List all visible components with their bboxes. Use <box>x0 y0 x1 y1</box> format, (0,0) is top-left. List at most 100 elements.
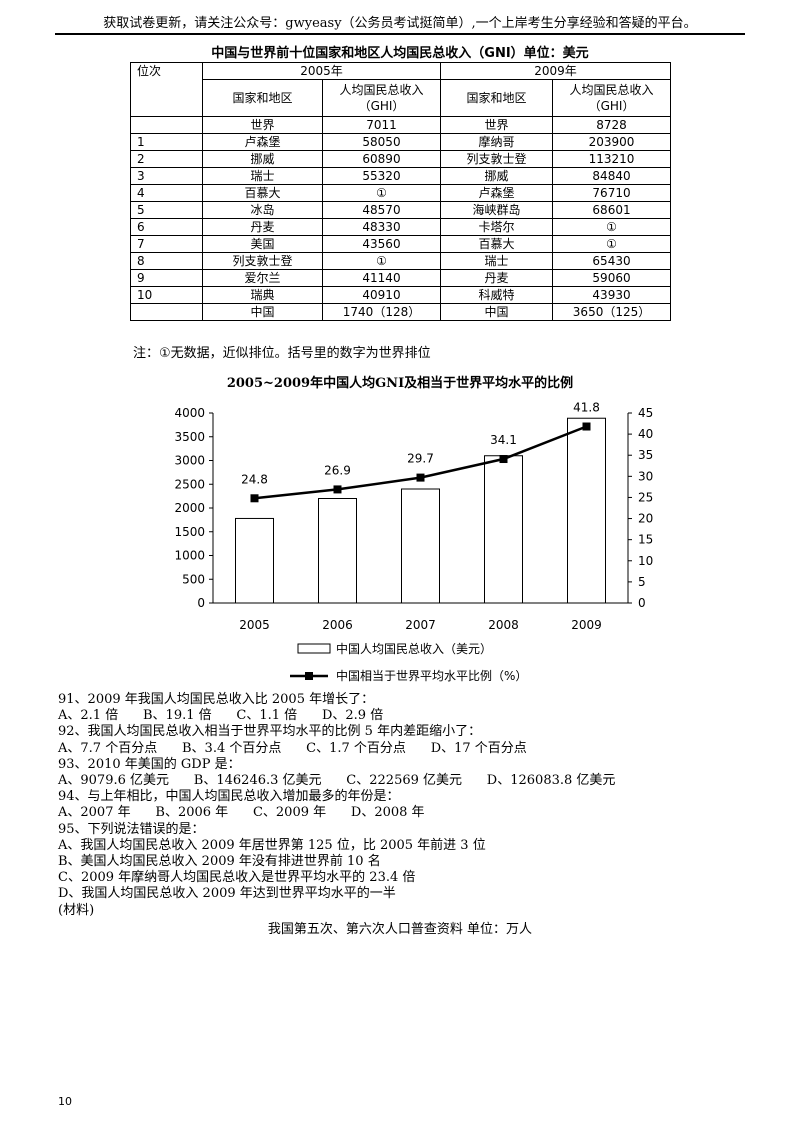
table-note: 注：①无数据，近似排位。括号里的数字为世界排位 <box>133 346 431 361</box>
rank-cell: 3 <box>130 167 203 185</box>
gni-2009-cell: 76710 <box>552 184 672 202</box>
data-label: 29.7 <box>407 452 434 466</box>
country-2009-cell: 瑞士 <box>440 252 554 270</box>
country-2009-cell: 卡塔尔 <box>440 218 554 236</box>
gni-2005-cell: 7011 <box>321 116 442 134</box>
gni-2009-cell: 65430 <box>552 252 672 270</box>
rank-cell: 1 <box>130 133 203 151</box>
y-left-tick-label: 3000 <box>174 454 205 468</box>
ratio-point <box>582 422 591 431</box>
gni-2009-cell: ① <box>552 218 672 236</box>
question-line: A、2007 年 B、2006 年 C、2009 年 D、2008 年 <box>58 805 425 821</box>
country-2005-cell: 挪威 <box>202 150 323 168</box>
table-row: 8 列支敦士登 ① 瑞士 65430 <box>130 252 672 270</box>
gni-2005-cell: ① <box>321 184 442 202</box>
gni-2005-cell: ① <box>321 252 442 270</box>
y-right-tick-label: 20 <box>638 512 653 526</box>
y-right-tick-label: 5 <box>638 575 646 589</box>
gni-chart: 0 500 1000 1500 2000 2500 3000 3500 4000 0 5 10 15 20… <box>174 401 653 683</box>
gni-header-2005: 人均国民总收入 （GHI） <box>321 79 442 117</box>
table-row: 5 冰岛 48570 海峡群岛 68601 <box>130 201 672 219</box>
gni-2009-cell: 43930 <box>552 286 672 304</box>
data-label: 34.1 <box>490 433 517 447</box>
ratio-point <box>499 455 508 464</box>
country-2005-cell: 冰岛 <box>202 201 323 219</box>
y-left-tick-label: 4000 <box>174 406 205 420</box>
gni-2005-cell: 41140 <box>321 269 442 287</box>
question-line: 95、下列说法错误的是： <box>58 821 205 837</box>
table-row: 10 瑞典 40910 科威特 43930 <box>130 286 672 304</box>
country-2009-cell: 挪威 <box>440 167 554 185</box>
gni-2009-cell: 68601 <box>552 201 672 219</box>
table-row: 6 丹麦 48330 卡塔尔 ① <box>130 218 672 236</box>
gni-2005-cell: 55320 <box>321 167 442 185</box>
question-list: 91、2009 年我国人均国民总收入比 2005 年增长了： A、2.1 倍 B、… <box>58 692 758 919</box>
country-2009-cell: 摩纳哥 <box>440 133 554 151</box>
x-tick-label: 2009 <box>571 618 602 632</box>
rank-cell <box>130 116 203 134</box>
bar <box>567 417 606 604</box>
x-tick-label: 2007 <box>405 618 436 632</box>
table-row: 4 百慕大 ① 卢森堡 76710 <box>130 184 672 202</box>
y-right-tick-label: 40 <box>638 427 653 441</box>
question-line: 94、与上年相比，中国人均国民总收入增加最多的年份是： <box>58 789 400 805</box>
country-2009-cell: 丹麦 <box>440 269 554 287</box>
data-label: 24.8 <box>241 472 268 486</box>
x-tick-label: 2005 <box>239 618 270 632</box>
country-2009-cell: 卢森堡 <box>440 184 554 202</box>
y-left-tick-label: 1500 <box>174 525 205 539</box>
country-2009-cell: 世界 <box>440 116 554 134</box>
bar <box>318 498 357 604</box>
page-header: 获取试卷更新，请关注公众号：gwyeasy（公务员考试挺简单）,一个上岸考生分享… <box>103 16 697 31</box>
y-right-tick-label: 0 <box>638 596 646 610</box>
rank-cell: 10 <box>130 286 203 304</box>
gni-header-line1: 人均国民总收入 <box>569 83 654 97</box>
y-left-tick-label: 3500 <box>174 430 205 444</box>
rank-cell: 2 <box>130 150 203 168</box>
y-right-tick-label: 45 <box>638 406 653 420</box>
rank-cell: 9 <box>130 269 203 287</box>
rank-cell <box>130 303 203 321</box>
gni-2009-cell: 84840 <box>552 167 672 185</box>
legend-bar-swatch <box>297 643 331 654</box>
gni-2009-cell: 59060 <box>552 269 672 287</box>
bar <box>235 517 274 604</box>
country-2005-cell: 中国 <box>202 303 323 321</box>
country-2005-cell: 爱尔兰 <box>202 269 323 287</box>
country-2005-cell: 美国 <box>202 235 323 253</box>
question-line: 91、2009 年我国人均国民总收入比 2005 年增长了： <box>58 692 375 707</box>
table-row: 2 挪威 60890 列支敦士登 113210 <box>130 150 672 168</box>
table-row: 1 卢森堡 58050 摩纳哥 203900 <box>130 133 672 151</box>
country-2005-cell: 世界 <box>202 116 323 134</box>
ratio-point <box>333 485 342 494</box>
question-line: A、7.7 个百分点 B、3.4 个百分点 C、1.7 个百分点 D、17 个百… <box>58 740 527 756</box>
gni-2009-cell: ① <box>552 235 672 253</box>
question-line: C、2009 年摩纳哥人均国民总收入是世界平均水平的 23.4 倍 <box>58 870 416 886</box>
rank-cell: 6 <box>130 218 203 236</box>
table-title: 中国与世界前十位国家和地区人均国民总收入（GNI）单位：美元 <box>211 46 589 61</box>
rank-header: 位次 <box>130 62 203 117</box>
country-2009-cell: 百慕大 <box>440 235 554 253</box>
y-left-tick-label: 0 <box>197 596 205 610</box>
gni-2005-cell: 1740（128） <box>321 303 442 321</box>
rank-cell: 5 <box>130 201 203 219</box>
y-left-tick-label: 2000 <box>174 501 205 515</box>
year-2005-header: 2005年 <box>201 62 442 80</box>
gni-2005-cell: 48570 <box>321 201 442 219</box>
data-label: 26.9 <box>324 463 351 477</box>
question-line: A、2.1 倍 B、19.1 倍 C、1.1 倍 D、2.9 倍 <box>58 708 384 724</box>
country-2009-cell: 中国 <box>440 303 554 321</box>
question-line: A、我国人均国民总收入 2009 年居世界第 125 位，比 2005 年前进 … <box>58 837 486 853</box>
x-tick-label: 2006 <box>322 618 353 632</box>
country-2005-cell: 丹麦 <box>202 218 323 236</box>
legend-line-marker <box>305 672 313 680</box>
country-2005-cell: 瑞士 <box>202 167 323 185</box>
y-right-tick-label: 25 <box>638 490 653 504</box>
gni-2005-cell: 40910 <box>321 286 442 304</box>
legend-line-label: 中国相当于世界平均水平比例（%） <box>336 668 527 683</box>
gni-2009-cell: 3650（125） <box>552 303 672 321</box>
x-tick-label: 2008 <box>488 618 519 632</box>
rank-cell: 4 <box>130 184 203 202</box>
y-left-tick-label: 1000 <box>174 549 205 563</box>
y-right-tick-label: 35 <box>638 448 653 462</box>
